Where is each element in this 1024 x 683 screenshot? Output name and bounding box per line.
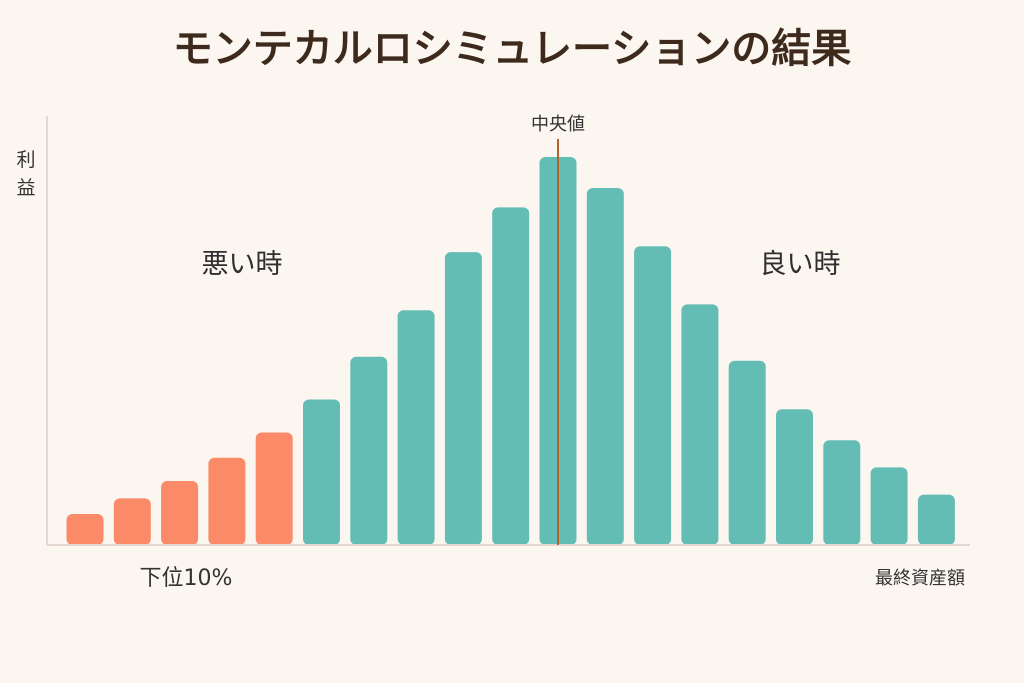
x-axis-label: 最終資産額 [875,568,965,589]
bar-18 [870,467,908,545]
bar-16 [776,409,813,545]
annotation-good-times: 良い時 [760,249,841,280]
bar-9 [444,252,482,545]
bar-12 [586,188,624,545]
bar-17 [823,440,861,545]
bar-15 [728,360,766,545]
bar-2 [113,498,151,545]
y-axis-label-line-2: 益 [16,177,35,199]
bar-7 [350,356,388,545]
bar-8 [397,310,435,545]
bar-13 [634,246,672,545]
annotation-bad-times: 悪い時 [202,249,283,280]
bar-10 [492,207,530,545]
chart-title: モンテカルロシミュレーションの結果 [173,26,851,72]
bar-14 [681,304,719,545]
bar-4 [208,457,246,545]
bottom-10-percent-label: 下位10% [140,566,233,591]
bars-group [66,157,955,545]
bar-19 [917,494,955,545]
bar-6 [303,399,340,545]
bar-3 [161,481,199,545]
bar-5 [255,432,293,545]
y-axis-label-line-1: 利 [16,149,35,171]
median-label: 中央値 [531,114,585,135]
bar-1 [66,514,104,545]
